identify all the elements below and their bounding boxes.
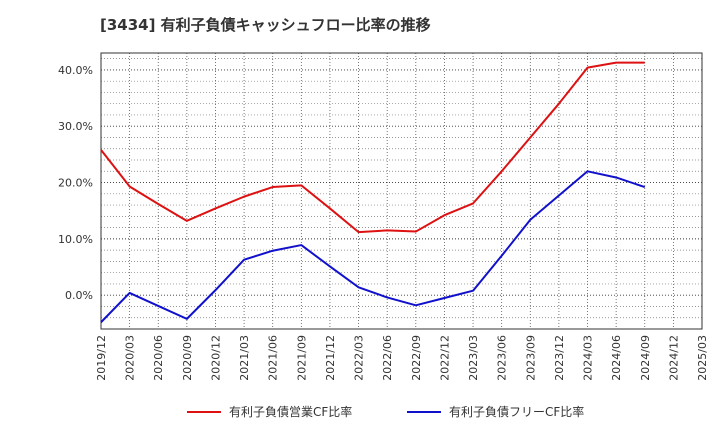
x-tick-label: 2021/12 — [324, 335, 337, 381]
x-tick-label: 2021/09 — [295, 335, 308, 381]
x-tick-label: 2024/03 — [582, 335, 595, 381]
x-tick-label: 2023/06 — [496, 335, 509, 381]
x-tick-label: 2022/03 — [353, 335, 366, 381]
x-tick-label: 2021/03 — [238, 335, 251, 381]
legend-label: 有利子負債営業CF比率 — [229, 404, 352, 419]
axes: 0.0% 10.0% 20.0% 30.0% 40.0% 2019/12 2020/03 20… — [58, 52, 709, 381]
x-tick-label: 2020/03 — [124, 335, 137, 381]
x-tick-label: 2024/06 — [610, 335, 623, 381]
x-tick-label: 2023/03 — [467, 335, 480, 381]
y-tick-label: 20.0% — [58, 177, 93, 190]
x-tick-label: 2023/09 — [524, 335, 537, 381]
x-tick-label: 2020/12 — [209, 335, 222, 381]
series-line-2 — [100, 170, 646, 323]
chart-title: [3434] 有利子負債キャッシュフロー比率の推移 — [100, 16, 431, 34]
x-tick-label: 2024/12 — [667, 335, 680, 381]
x-tick-label: 2023/12 — [553, 335, 566, 381]
series-line-1 — [100, 61, 645, 234]
x-tick-label: 2022/12 — [438, 335, 451, 381]
legend-label: 有利子負債フリーCF比率 — [449, 404, 584, 419]
x-tick-label: 2021/06 — [267, 335, 280, 381]
x-tick-label: 2019/12 — [95, 335, 108, 381]
plot-area — [101, 53, 702, 329]
x-tick-label: 2024/09 — [639, 335, 652, 381]
x-tick-label: 2025/03 — [696, 335, 709, 381]
x-tick-label: 2022/06 — [381, 335, 394, 381]
plot-frame — [100, 52, 703, 330]
series-lines — [100, 61, 646, 323]
grid — [100, 53, 703, 329]
x-tick-label: 2022/09 — [410, 335, 423, 381]
y-tick-label: 40.0% — [58, 64, 93, 77]
y-tick-label: 0.0% — [65, 289, 93, 302]
x-tick-label: 2020/09 — [181, 335, 194, 381]
x-tick-label: 2020/06 — [152, 335, 165, 381]
y-tick-label: 10.0% — [58, 233, 93, 246]
y-tick-label: 30.0% — [58, 120, 93, 133]
legend: 有利子負債営業CF比率 有利子負債フリーCF比率 — [187, 404, 584, 419]
